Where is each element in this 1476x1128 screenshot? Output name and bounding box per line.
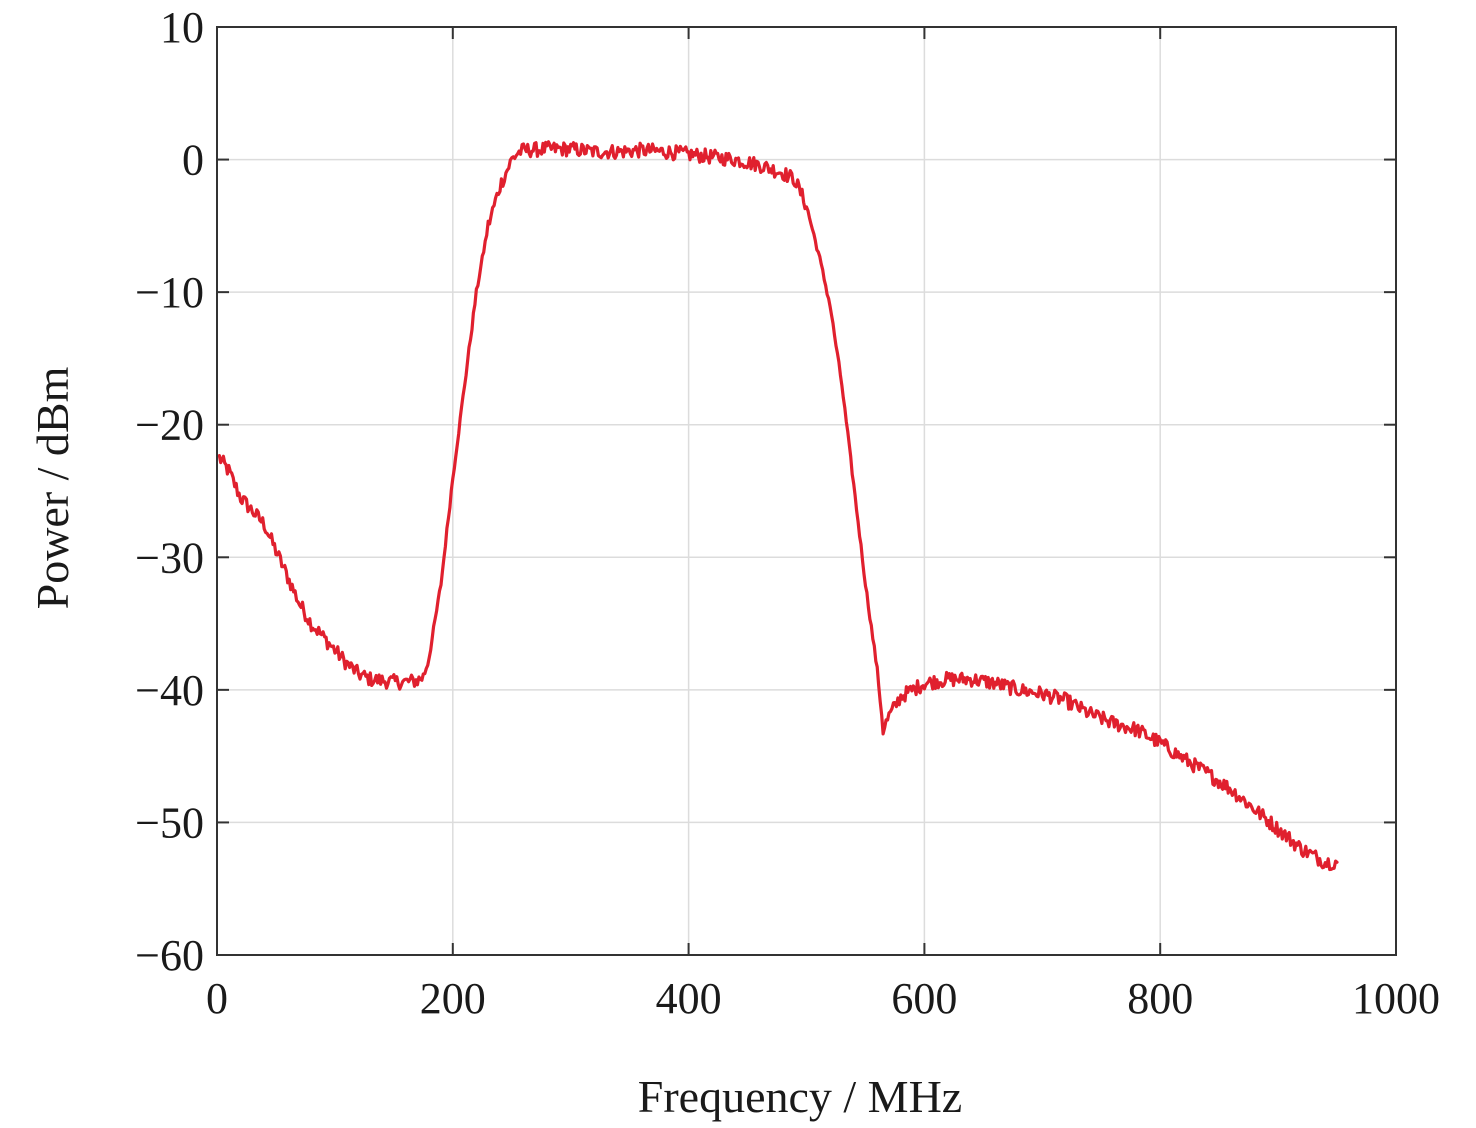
x-tick-label: 200 <box>420 974 486 1023</box>
y-tick-label: −50 <box>135 798 204 847</box>
x-tick-label: 0 <box>206 974 228 1023</box>
y-tick-label: −40 <box>135 666 204 715</box>
y-tick-label: −10 <box>135 268 204 317</box>
y-tick-label: −20 <box>135 401 204 450</box>
series-line <box>217 140 1339 872</box>
grid <box>217 27 1396 955</box>
x-tick-label: 400 <box>656 974 722 1023</box>
series-layer <box>217 140 1339 872</box>
x-tick-label: 1000 <box>1352 974 1440 1023</box>
x-tick-label: 800 <box>1127 974 1193 1023</box>
y-tick-label: 0 <box>182 136 204 185</box>
plot-frame <box>216 26 1397 956</box>
y-tick-label: −60 <box>135 931 204 980</box>
y-axis-label: Power / dBm <box>27 366 78 609</box>
x-axis-label: Frequency / MHz <box>638 1071 962 1122</box>
x-tick-label: 600 <box>891 974 957 1023</box>
y-tick-label: 10 <box>160 3 204 52</box>
axis-ticks: 0 200 400 600 800 1000 10 0 −10 −20 −30 −40 −50 −60 <box>135 3 1440 1023</box>
y-tick-label: −30 <box>135 533 204 582</box>
